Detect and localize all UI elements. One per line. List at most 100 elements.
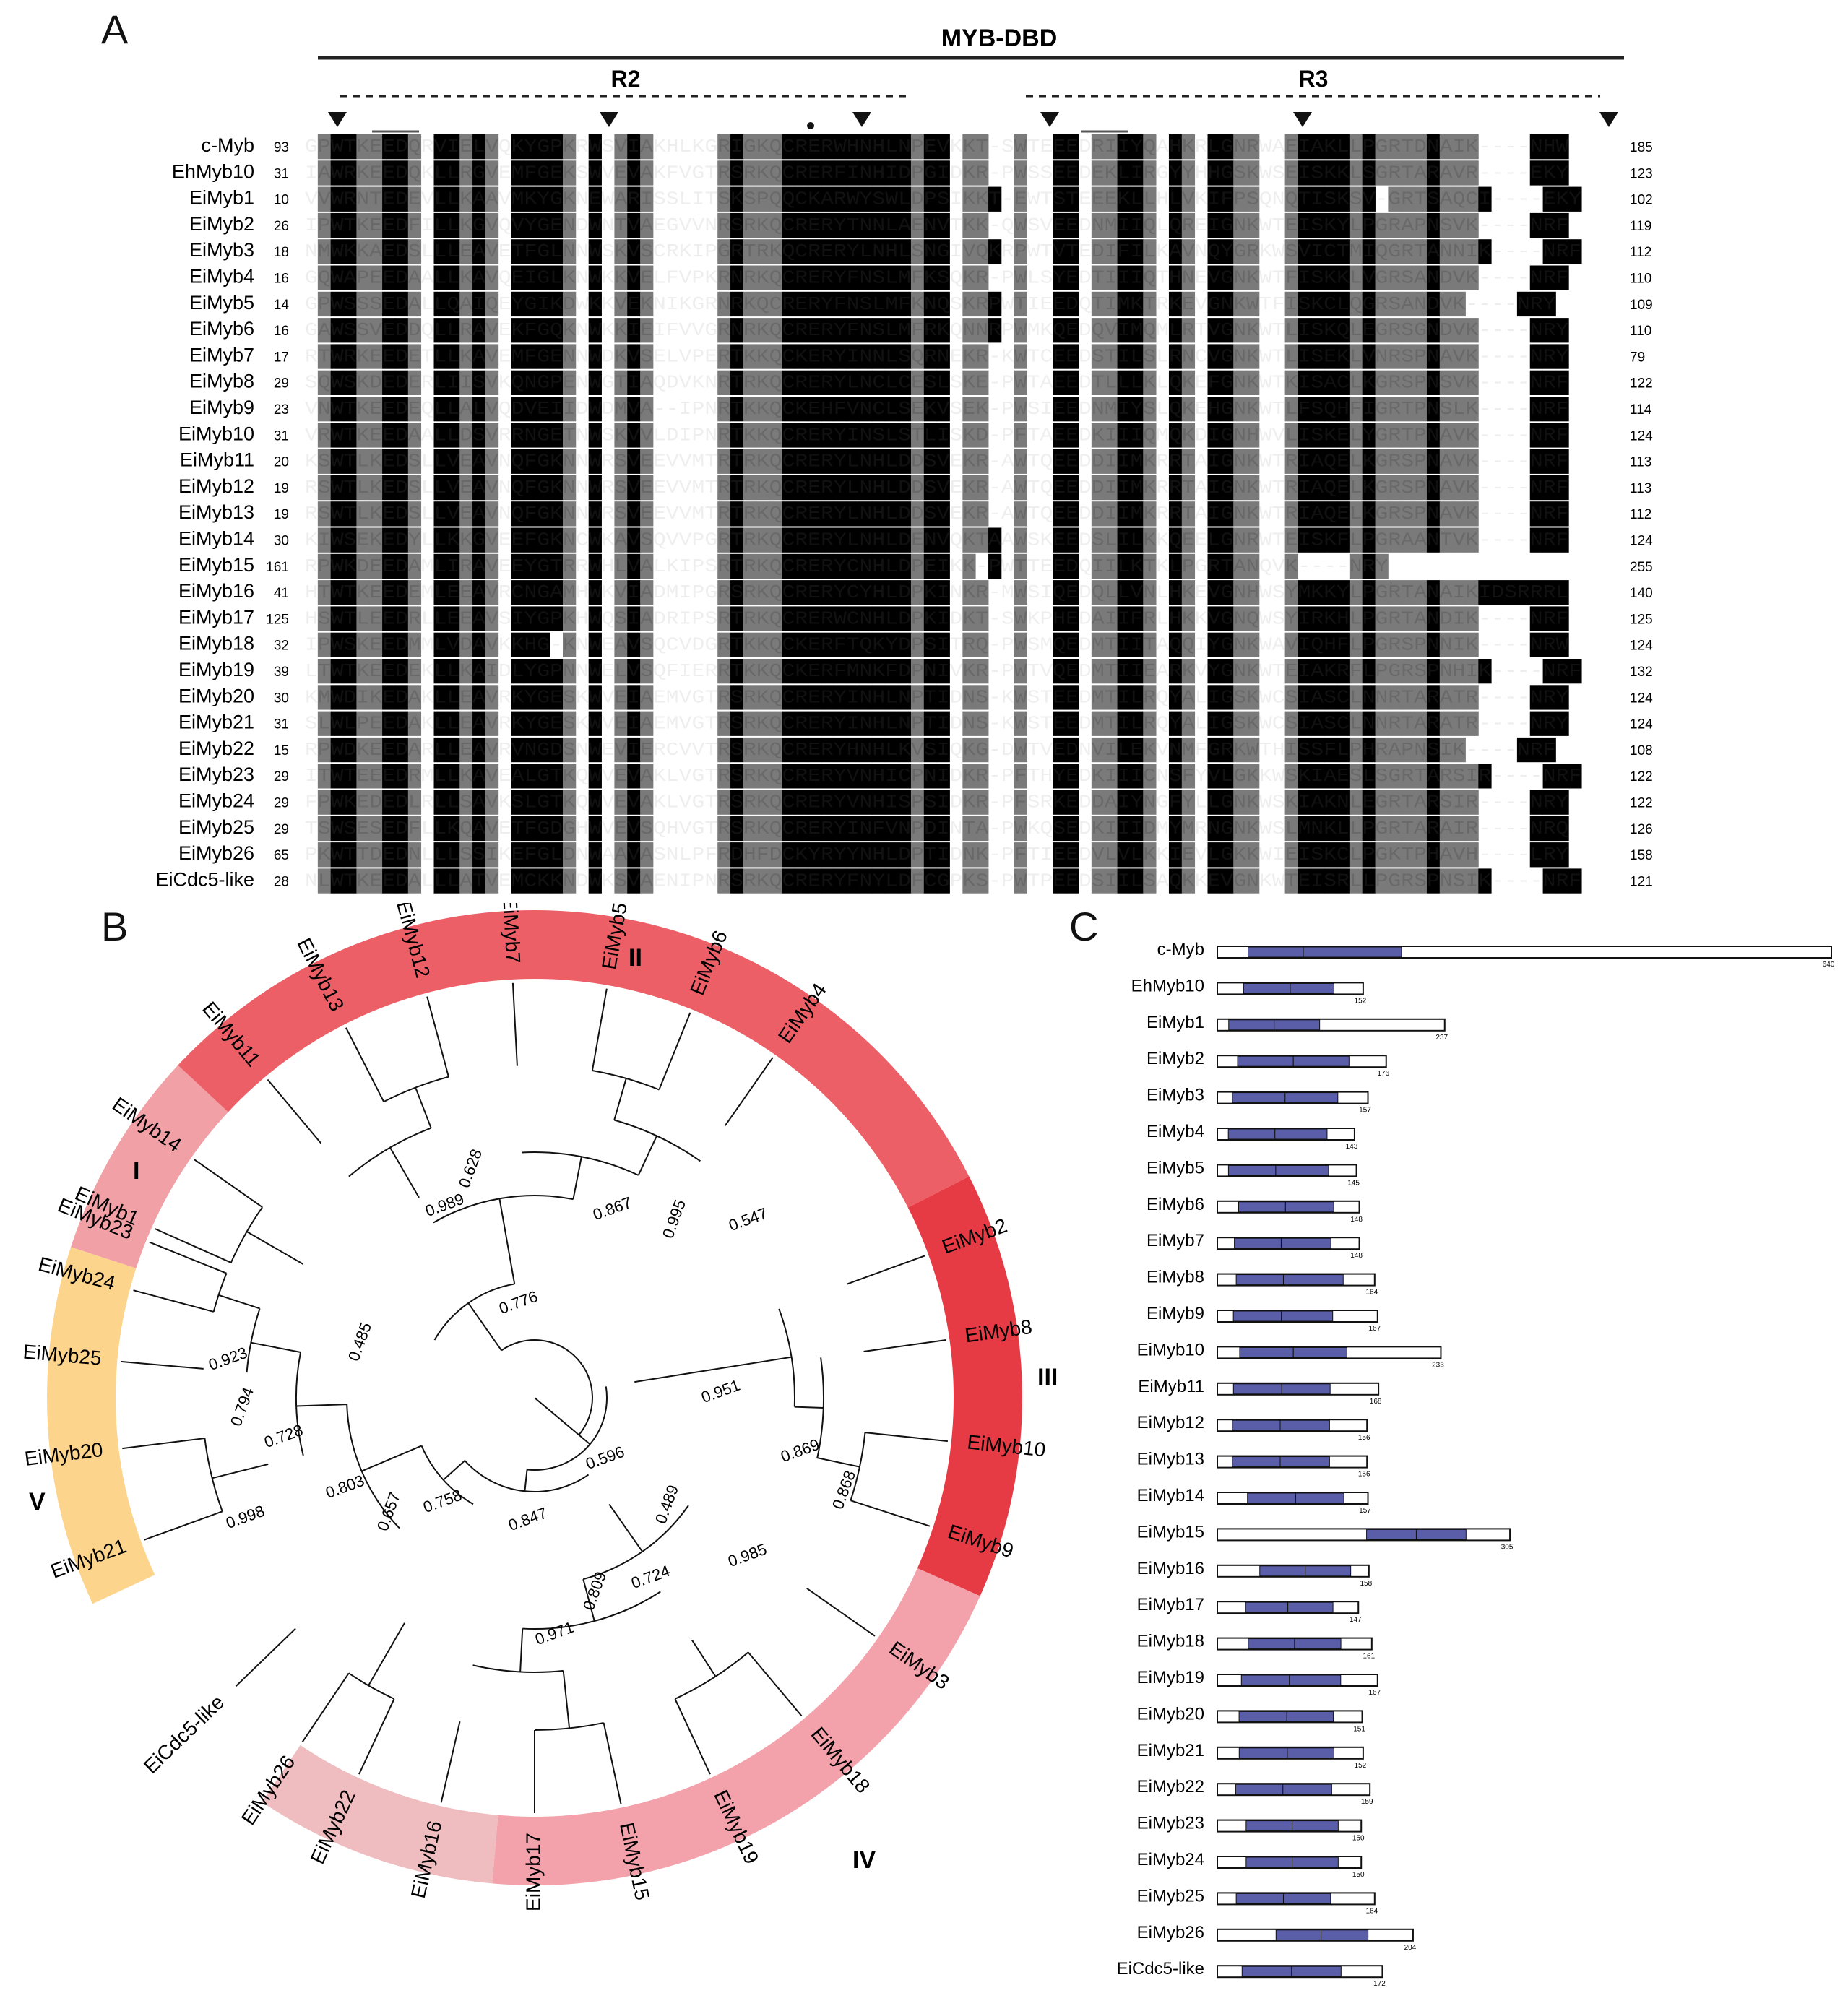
residue-shade [1143,370,1157,395]
residue-shade [1414,606,1428,631]
residue-shade [472,553,486,579]
tree-branch [194,1159,263,1208]
residue-shade [537,868,550,894]
residue-shade [1529,842,1543,868]
residue-shade [1324,501,1337,527]
myb-domain [1238,1711,1287,1722]
residue-shade [1388,580,1402,605]
sequence-name: EiMyb11 [180,449,254,471]
residue-shade [1311,868,1324,894]
myb-domain [1227,1128,1276,1140]
residue-shade [782,501,795,527]
myb-domain [1238,1201,1286,1213]
residue-shade [640,501,654,527]
residue-shade [1452,370,1466,395]
sequence-name: EiMyb9 [189,397,254,418]
tree-branch [562,1670,571,1729]
residue-shade [1439,790,1454,815]
tree-branch [691,1639,717,1677]
residue-shade [821,790,834,815]
residue-shade [898,134,912,160]
residue-shade [1220,397,1234,422]
residue-shade [472,501,486,527]
residue-shade [821,397,834,422]
residue-shade [1465,764,1479,789]
myb-domain [1281,1383,1331,1395]
residue-shade [859,868,873,894]
residue-shade [459,868,473,894]
bootstrap-value: 0.657 [374,1490,404,1533]
protein-name: EiMyb3 [1147,1086,1204,1105]
tree-branch [121,1360,204,1370]
residue-shade [588,212,602,238]
residue-shade [1324,449,1337,474]
residue-shade [1220,501,1234,527]
residue-shade [1104,685,1118,710]
residue-shade [459,527,473,553]
residue-shade [588,737,602,763]
residue-shade [910,842,925,868]
residue-shade [975,370,989,395]
residue-shade [1130,764,1144,789]
sequence-end: 119 [1630,219,1651,234]
residue-shade [485,344,499,369]
residue-shade [472,186,486,212]
residue-shade [1168,344,1183,369]
residue-shade [1439,160,1454,186]
residue-shade [394,764,409,789]
residue-shade [1426,212,1441,238]
residue-shade [511,449,524,474]
residue-shade [343,764,357,789]
residue-shade [485,737,499,763]
clade-iv-ring [492,1568,980,1885]
residue-shade [910,632,925,657]
sequence-start: 29 [274,822,289,837]
sequence-residues: IPWSKEEDMMLVDAVKKHG-KNWEAVSQCVDGRTKKQCKE… [305,635,1569,656]
residue-shade [821,239,834,264]
clade-i-ring [71,1065,228,1268]
residue-shade [1375,711,1389,736]
residue-shade [795,318,808,343]
residue-shade [962,711,976,736]
residue-shade [1426,291,1441,317]
residue-shade [730,318,744,343]
sequence-name: EiMyb3 [189,239,254,261]
residue-shade [1311,449,1324,474]
residue-shade [1337,764,1350,789]
residue-shade [910,397,925,422]
residue-shade [1542,527,1556,553]
residue-shade [808,606,821,631]
residue-shade [330,423,344,448]
residue-shade [769,449,782,474]
protein-length: 164 [1365,1907,1378,1915]
tree-branch [613,1119,701,1162]
residue-shade [537,475,550,501]
residue-shade [1426,265,1441,290]
residue-shade [1143,239,1157,264]
residue-shade [1207,580,1221,605]
residue-shade [1298,291,1311,317]
residue-shade [1233,501,1247,527]
residue-shade [1516,580,1531,605]
residue-shade [1349,475,1363,501]
residue-shade [782,134,795,160]
residue-shade [1053,501,1066,527]
residue-shade [795,134,808,160]
residue-shade [1311,527,1324,553]
residue-shade [1465,212,1479,238]
residue-shade [1401,265,1415,290]
residue-shade [1014,475,1027,501]
alignment-row: EiMyb19 39 LTWTKEEDEKLLKAIDLYGPNNWELVSQFIE… [178,659,1653,684]
residue-shade [1207,475,1221,501]
residue-shade [1117,711,1131,736]
residue-shade [833,527,847,553]
residue-shade [563,606,577,631]
residue-shade [962,212,976,238]
residue-shade [472,580,486,605]
residue-shade [1401,868,1415,894]
residue-shade [910,606,925,631]
residue-shade [1426,423,1441,448]
residue-shade [537,737,550,763]
residue-shade [330,134,344,160]
